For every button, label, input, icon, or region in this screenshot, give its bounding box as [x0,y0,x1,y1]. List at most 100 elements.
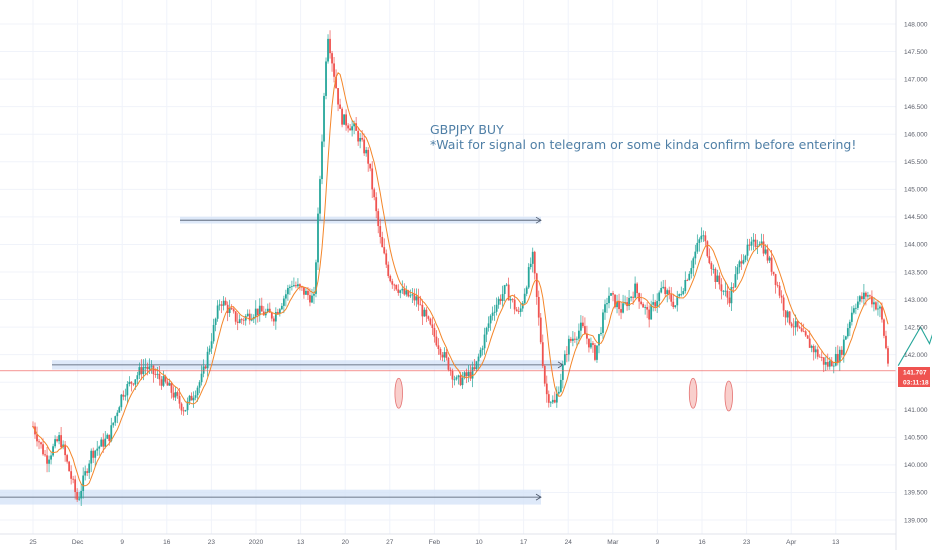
candle-body [873,302,875,305]
price-tick-label: 148.000 [904,21,928,28]
candle-body [206,351,209,369]
candle-body [567,338,570,355]
candle-body [852,308,855,313]
candle-body [515,309,518,312]
candle-body [600,332,602,335]
candle-body [176,392,179,396]
candle-body [335,76,337,89]
candle-body [776,284,779,286]
candle-body [274,311,277,322]
candle-body [865,292,867,297]
candle-body [584,326,586,334]
time-tick-label: 13 [297,539,305,546]
candle-body [718,275,721,285]
candle-body [573,338,576,340]
candle-body [744,255,747,260]
candle-body [588,338,590,348]
candle-body [94,450,97,458]
candle-body [858,296,861,302]
candle-body [523,293,526,304]
candle-body [501,294,504,301]
candle-body [469,371,472,379]
candle-body [706,241,709,257]
candle-body [519,308,522,312]
candle-body [690,268,693,274]
price-tick-label: 140.500 [904,435,928,442]
candle-body [808,338,811,348]
candle-body [770,257,773,272]
candle-body [495,304,498,312]
candle-body [592,343,594,345]
candle-body [455,377,458,380]
candle-body [503,285,506,295]
candle-body [838,349,841,363]
candle-body [431,324,434,328]
candle-body [361,137,364,140]
candle-body [726,290,729,298]
candle-body [762,241,765,254]
candle-body [74,479,77,493]
candle-body [391,281,394,285]
candle-body [124,395,127,397]
swing-low-marker [394,377,403,409]
candle-body [830,360,833,367]
candle-body [126,384,129,396]
candle-body [42,444,44,455]
candles [32,30,889,507]
price-axis[interactable]: 148.000 147.500 147.000 146.500 146.000 145.5… [904,21,928,524]
candle-body [419,304,422,306]
candle-body [734,274,737,288]
candle-body [854,307,857,309]
candle-body [383,247,386,254]
moving-average-line [32,72,889,487]
candle-body [305,290,307,295]
candle-body [862,292,865,300]
candle-body [652,302,655,305]
candle-body [375,197,378,212]
candle-body [280,305,283,310]
candle-body [112,422,115,426]
candle-body [580,322,582,331]
candle-body [122,394,125,397]
candle-body [349,128,352,131]
candle-body [315,262,317,294]
price-tick-label: 145.000 [904,187,928,194]
candle-body [88,463,91,473]
candle-body [160,379,163,386]
candle-body [728,297,731,304]
zone-arrow-icon [535,216,542,224]
candle-body [535,273,538,297]
candle-body [297,284,299,287]
candle-body [435,336,438,346]
candle-body [618,301,620,310]
candle-body [509,298,512,301]
time-axis[interactable]: 25 Dec 9 16 23 2020 13 20 27 Feb 10 17 24 Mar 9 16 23 Apr… [29,539,839,546]
time-tick-label: 9 [120,539,124,546]
time-tick-label: 2020 [249,539,264,546]
candle-body [816,349,819,357]
price-tick-label: 139.500 [904,490,928,497]
candle-body [606,303,608,305]
candle-body [425,309,428,317]
candle-body [692,258,695,269]
candle-body [826,362,829,367]
candle-body [784,310,787,318]
candle-body [710,263,713,270]
candle-body [513,299,516,310]
candle-body [457,375,460,378]
candle-body [323,95,325,142]
candle-body [120,394,123,408]
candle-body [395,284,398,290]
candle-body [40,442,42,445]
candle-body [288,286,291,288]
candle-body [200,373,203,383]
candle-body [475,361,478,370]
candle-body [662,286,665,288]
candle-body [116,412,119,417]
candle-body [660,287,663,293]
candle-body [68,461,71,472]
candle-body [224,300,227,305]
candle-body [210,341,213,349]
candle-body [385,253,388,265]
candle-body [541,342,544,366]
